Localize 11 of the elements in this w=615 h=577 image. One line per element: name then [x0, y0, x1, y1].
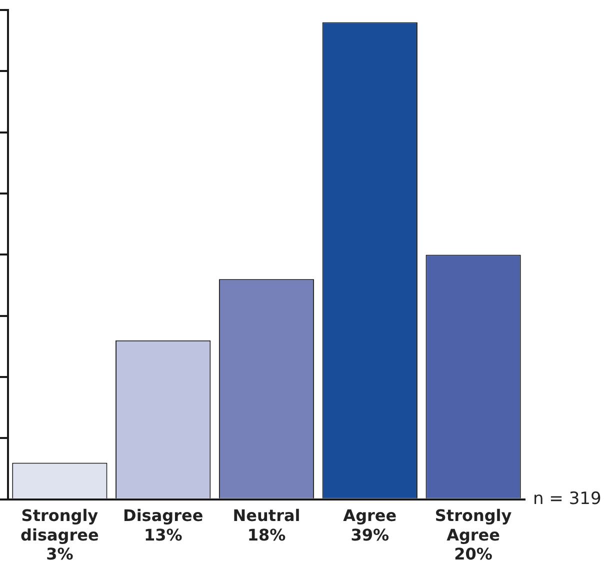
data-label: 39%	[350, 525, 390, 544]
data-label: 18%	[247, 525, 286, 544]
x-tick-label: Neutral	[232, 506, 300, 526]
text: n = 319	[533, 488, 602, 509]
data-label: 3%	[46, 544, 74, 564]
x-tick-label: Strongly Agree	[434, 506, 512, 544]
data-label: 13%	[144, 525, 182, 544]
x-tick-label: Strongly disagree	[20, 506, 99, 544]
x-tick-label: Disagree	[123, 506, 204, 526]
x-tick-label: Agree	[343, 506, 397, 526]
data-label: 20%	[454, 544, 492, 564]
